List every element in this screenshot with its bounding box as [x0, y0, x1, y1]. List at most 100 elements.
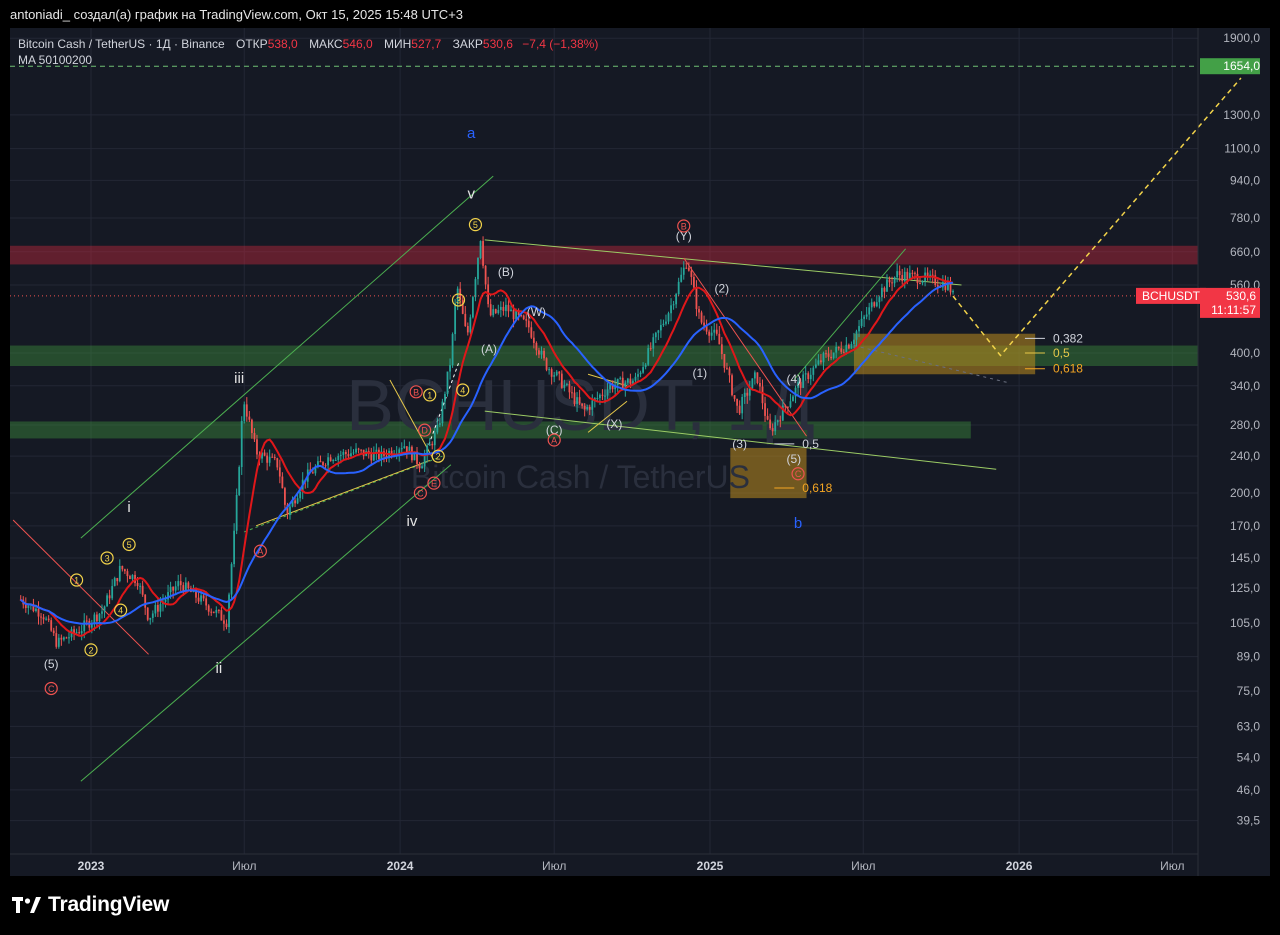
time-axis-tick: 2023 [78, 859, 105, 873]
candle-body [662, 323, 665, 326]
candle-body [268, 456, 271, 463]
candle-body [311, 472, 314, 474]
candle-body [45, 618, 48, 620]
candle-body [131, 574, 134, 580]
candle-body [863, 316, 866, 319]
candle-body [195, 588, 197, 598]
price-axis-tick: 54,0 [1237, 751, 1261, 765]
wave-label-minor: (4) [786, 372, 801, 386]
candle-body [672, 304, 675, 306]
candle-body [733, 395, 736, 399]
wave-label-minor: (B) [498, 265, 514, 279]
candle-body [27, 605, 30, 609]
time-axis-tick: Июл [232, 859, 256, 873]
ticker-tag-text: BCHUSDT [1142, 289, 1201, 303]
candle-body [50, 620, 53, 631]
candle-body [332, 459, 335, 462]
candle-body [431, 443, 434, 446]
wave-label-minor: (2) [715, 281, 730, 295]
candle-body [771, 428, 774, 432]
candle-body [792, 396, 794, 402]
candle-body [80, 631, 83, 634]
target-level-tag-text: 1654,0 [1223, 59, 1260, 73]
candle-body [489, 304, 492, 316]
candle-body [845, 344, 848, 353]
candle-body [952, 290, 954, 293]
candle-body [548, 369, 551, 371]
candle-body [738, 405, 741, 414]
time-axis-tick: 2024 [387, 859, 414, 873]
wave-circle-b-ring [409, 385, 423, 399]
candle-body [479, 241, 482, 259]
price-tag-value: 530,6 [1226, 289, 1256, 303]
candle-body [507, 304, 510, 312]
price-axis-tick: 105,0 [1230, 616, 1260, 630]
wave-circle-4b: 4 [460, 386, 465, 396]
candle-body [451, 334, 454, 366]
candle-body [875, 302, 878, 307]
candle-body [787, 406, 789, 408]
candle-body [276, 458, 279, 468]
candle-body [233, 530, 236, 565]
candle-body [944, 282, 947, 290]
candle-body [764, 403, 766, 416]
candle-body [337, 455, 340, 460]
candle-body [766, 415, 769, 420]
candle-body [256, 439, 258, 455]
candle-body [418, 463, 421, 469]
candle-body [878, 297, 881, 303]
candle-body [685, 267, 688, 269]
candle-body [637, 374, 639, 377]
candle-body [936, 285, 939, 287]
tradingview-logo[interactable]: TradingView [12, 893, 169, 917]
candle-body [253, 432, 256, 440]
candle-body [690, 270, 693, 278]
chart-panel[interactable]: BCHUSDT, 1Д Bitcoin Cash / TetherUS 0,382 0… [10, 28, 1270, 876]
candle-body [405, 446, 408, 453]
price-axis-tick: 1900,0 [1223, 31, 1260, 45]
candle-body [225, 623, 228, 628]
candle-body [159, 604, 162, 612]
candle-body [659, 325, 662, 331]
candle-body [512, 309, 515, 320]
price-axis-tick: 170,0 [1230, 519, 1260, 533]
candle-body [416, 451, 418, 464]
candle-body [601, 394, 604, 396]
candle-body [317, 461, 319, 468]
candle-body [111, 586, 114, 599]
candle-body [591, 400, 594, 410]
candle-body [850, 344, 853, 349]
candle-body [151, 613, 154, 618]
candle-body [454, 303, 457, 335]
candle-body [756, 372, 759, 383]
wave-circle-2: 2 [88, 645, 93, 655]
candle-body [90, 623, 93, 628]
candle-body [248, 416, 251, 420]
wave-circle-a-ring [253, 544, 267, 558]
wave-circle-5b-ring [468, 218, 483, 232]
candle-body [200, 595, 202, 602]
wave-circle-d-ring [418, 423, 432, 437]
candle-body [129, 576, 131, 580]
candle-body [436, 424, 439, 433]
legend-open-value: 538,0 [267, 37, 298, 51]
candle-body [822, 353, 825, 363]
candle-body [446, 371, 449, 395]
candle-body [563, 384, 566, 388]
triangle-line-yellow [255, 459, 430, 527]
fib-level-label: 0,5 [1053, 346, 1070, 360]
candle-body [530, 327, 533, 338]
wave-label-minor: (C) [546, 423, 563, 437]
candle-body [934, 275, 937, 286]
candle-body [916, 273, 919, 284]
ticker-tag [1136, 287, 1206, 304]
legend-symbol[interactable]: Bitcoin Cash / TetherUS · 1Д · Binance [18, 37, 225, 51]
candle-body [784, 405, 787, 407]
channel-upper [80, 175, 494, 539]
candle-body [527, 320, 530, 328]
candle-body [774, 422, 777, 432]
legend-ma[interactable]: MA 50100200 [18, 53, 93, 67]
candle-body [642, 367, 645, 373]
price-axis-tick: 1300,0 [1223, 108, 1260, 122]
